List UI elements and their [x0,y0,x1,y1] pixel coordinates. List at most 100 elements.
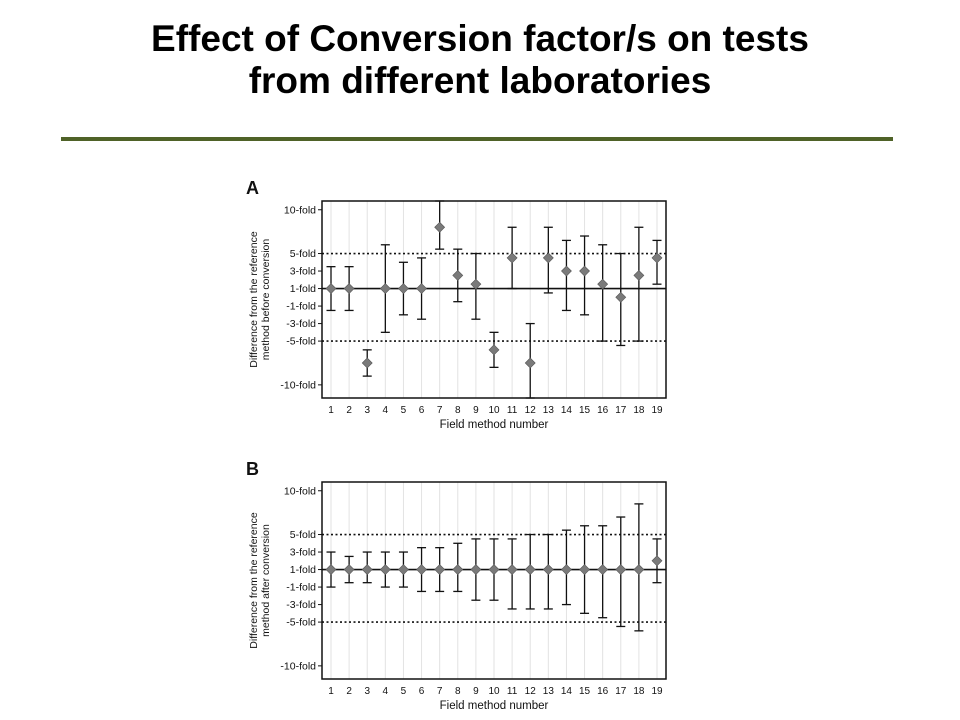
x-tick-label: 16 [597,686,609,697]
point-marker [416,564,427,575]
x-tick-label: 13 [543,405,555,416]
slide-title-line-1: Effect of Conversion factor/s on tests [151,18,809,59]
data-point [597,244,609,342]
x-tick-label: 17 [615,405,627,416]
point-marker [343,283,355,294]
x-tick-label: 3 [364,686,370,697]
y-tick-label: 3-fold [290,266,316,278]
x-axis-label: Field method number [440,419,549,431]
y-tick-label: 5-fold [290,529,316,541]
point-marker [325,283,337,294]
y-tick-label: -3-fold [286,318,316,330]
y-tick-label: 10-fold [284,204,316,216]
point-marker [434,221,446,233]
y-tick-label: 5-fold [290,248,316,260]
y-axis-label: Difference from the referencemethod afte… [248,512,272,649]
data-point [561,239,572,312]
data-point [343,555,355,584]
point-marker [434,564,446,575]
point-marker [343,564,355,575]
data-point [434,200,446,250]
data-point [542,533,554,610]
point-marker [506,564,518,575]
point-marker [361,564,373,575]
point-marker [452,564,464,575]
x-tick-label: 4 [383,405,389,416]
x-tick-label: 10 [488,405,500,416]
data-point [470,538,482,601]
y-tick-label: 3-fold [290,547,316,559]
y-tick-label: 1-fold [290,564,316,576]
data-point [325,266,337,312]
x-tick-label: 7 [437,405,443,416]
point-marker [579,265,590,277]
data-point [416,257,427,320]
x-tick-label: 9 [473,405,479,416]
x-tick-label: 6 [419,405,425,416]
x-tick-label: 14 [561,405,573,416]
x-tick-label: 12 [525,686,537,697]
data-point [651,538,663,584]
data-point [633,226,645,342]
point-marker [651,252,663,264]
data-point [434,547,446,593]
x-tick-label: 11 [507,405,518,416]
point-marker [398,283,409,294]
x-tick-label: 16 [597,405,609,416]
data-point [398,551,409,588]
point-marker [325,564,337,575]
x-tick-label: 19 [651,686,663,697]
y-axis-label-line: Difference from the reference [248,512,260,649]
data-point [398,261,409,316]
x-tick-label: 13 [543,686,555,697]
point-marker [524,564,536,575]
point-marker [379,283,391,294]
point-marker [488,344,500,356]
data-point [615,252,627,347]
point-marker [579,564,590,575]
data-point [633,503,645,632]
data-point [651,239,663,285]
x-tick-label: 8 [455,405,461,416]
y-tick-label: -1-fold [286,582,316,594]
data-point [506,538,518,610]
x-tick-label: 19 [651,405,663,416]
y-tick-label: 1-fold [290,283,316,295]
point-marker [561,564,572,575]
data-point [361,349,373,377]
x-tick-label: 1 [328,686,334,697]
data-point [597,525,609,619]
data-point [488,538,500,601]
y-tick-label: -1-fold [286,301,316,313]
point-marker [615,564,627,575]
point-marker [633,564,645,575]
x-axis-label: Field method number [440,700,549,712]
data-point [452,542,464,593]
slide-title: Effect of Conversion factor/s on tests f… [0,18,960,102]
data-point [379,244,391,333]
point-marker [398,564,409,575]
point-marker [452,269,464,281]
y-tick-label: -5-fold [286,336,316,348]
x-tick-label: 9 [473,686,479,697]
data-point [524,533,536,610]
y-axis-label-line: method after conversion [260,524,272,637]
point-marker [633,269,645,281]
y-tick-label: -5-fold [286,617,316,629]
data-point [506,226,518,290]
x-tick-label: 15 [579,405,591,416]
data-point [343,266,355,312]
data-point [615,516,627,628]
point-marker [542,564,554,575]
y-axis-label-line: method before conversion [260,239,272,361]
x-tick-label: 2 [346,686,352,697]
x-tick-label: 4 [383,686,389,697]
x-tick-label: 6 [419,686,425,697]
point-marker [524,357,536,369]
data-point [470,252,482,320]
x-tick-label: 18 [633,405,645,416]
data-point [524,322,536,399]
chart-panel-a: A 10-fold 5-fold 3-fold 1-fold -1-fold -3-fold… [246,178,667,431]
data-point [579,235,590,316]
y-axis-label: Difference from the referencemethod befo… [248,231,272,368]
